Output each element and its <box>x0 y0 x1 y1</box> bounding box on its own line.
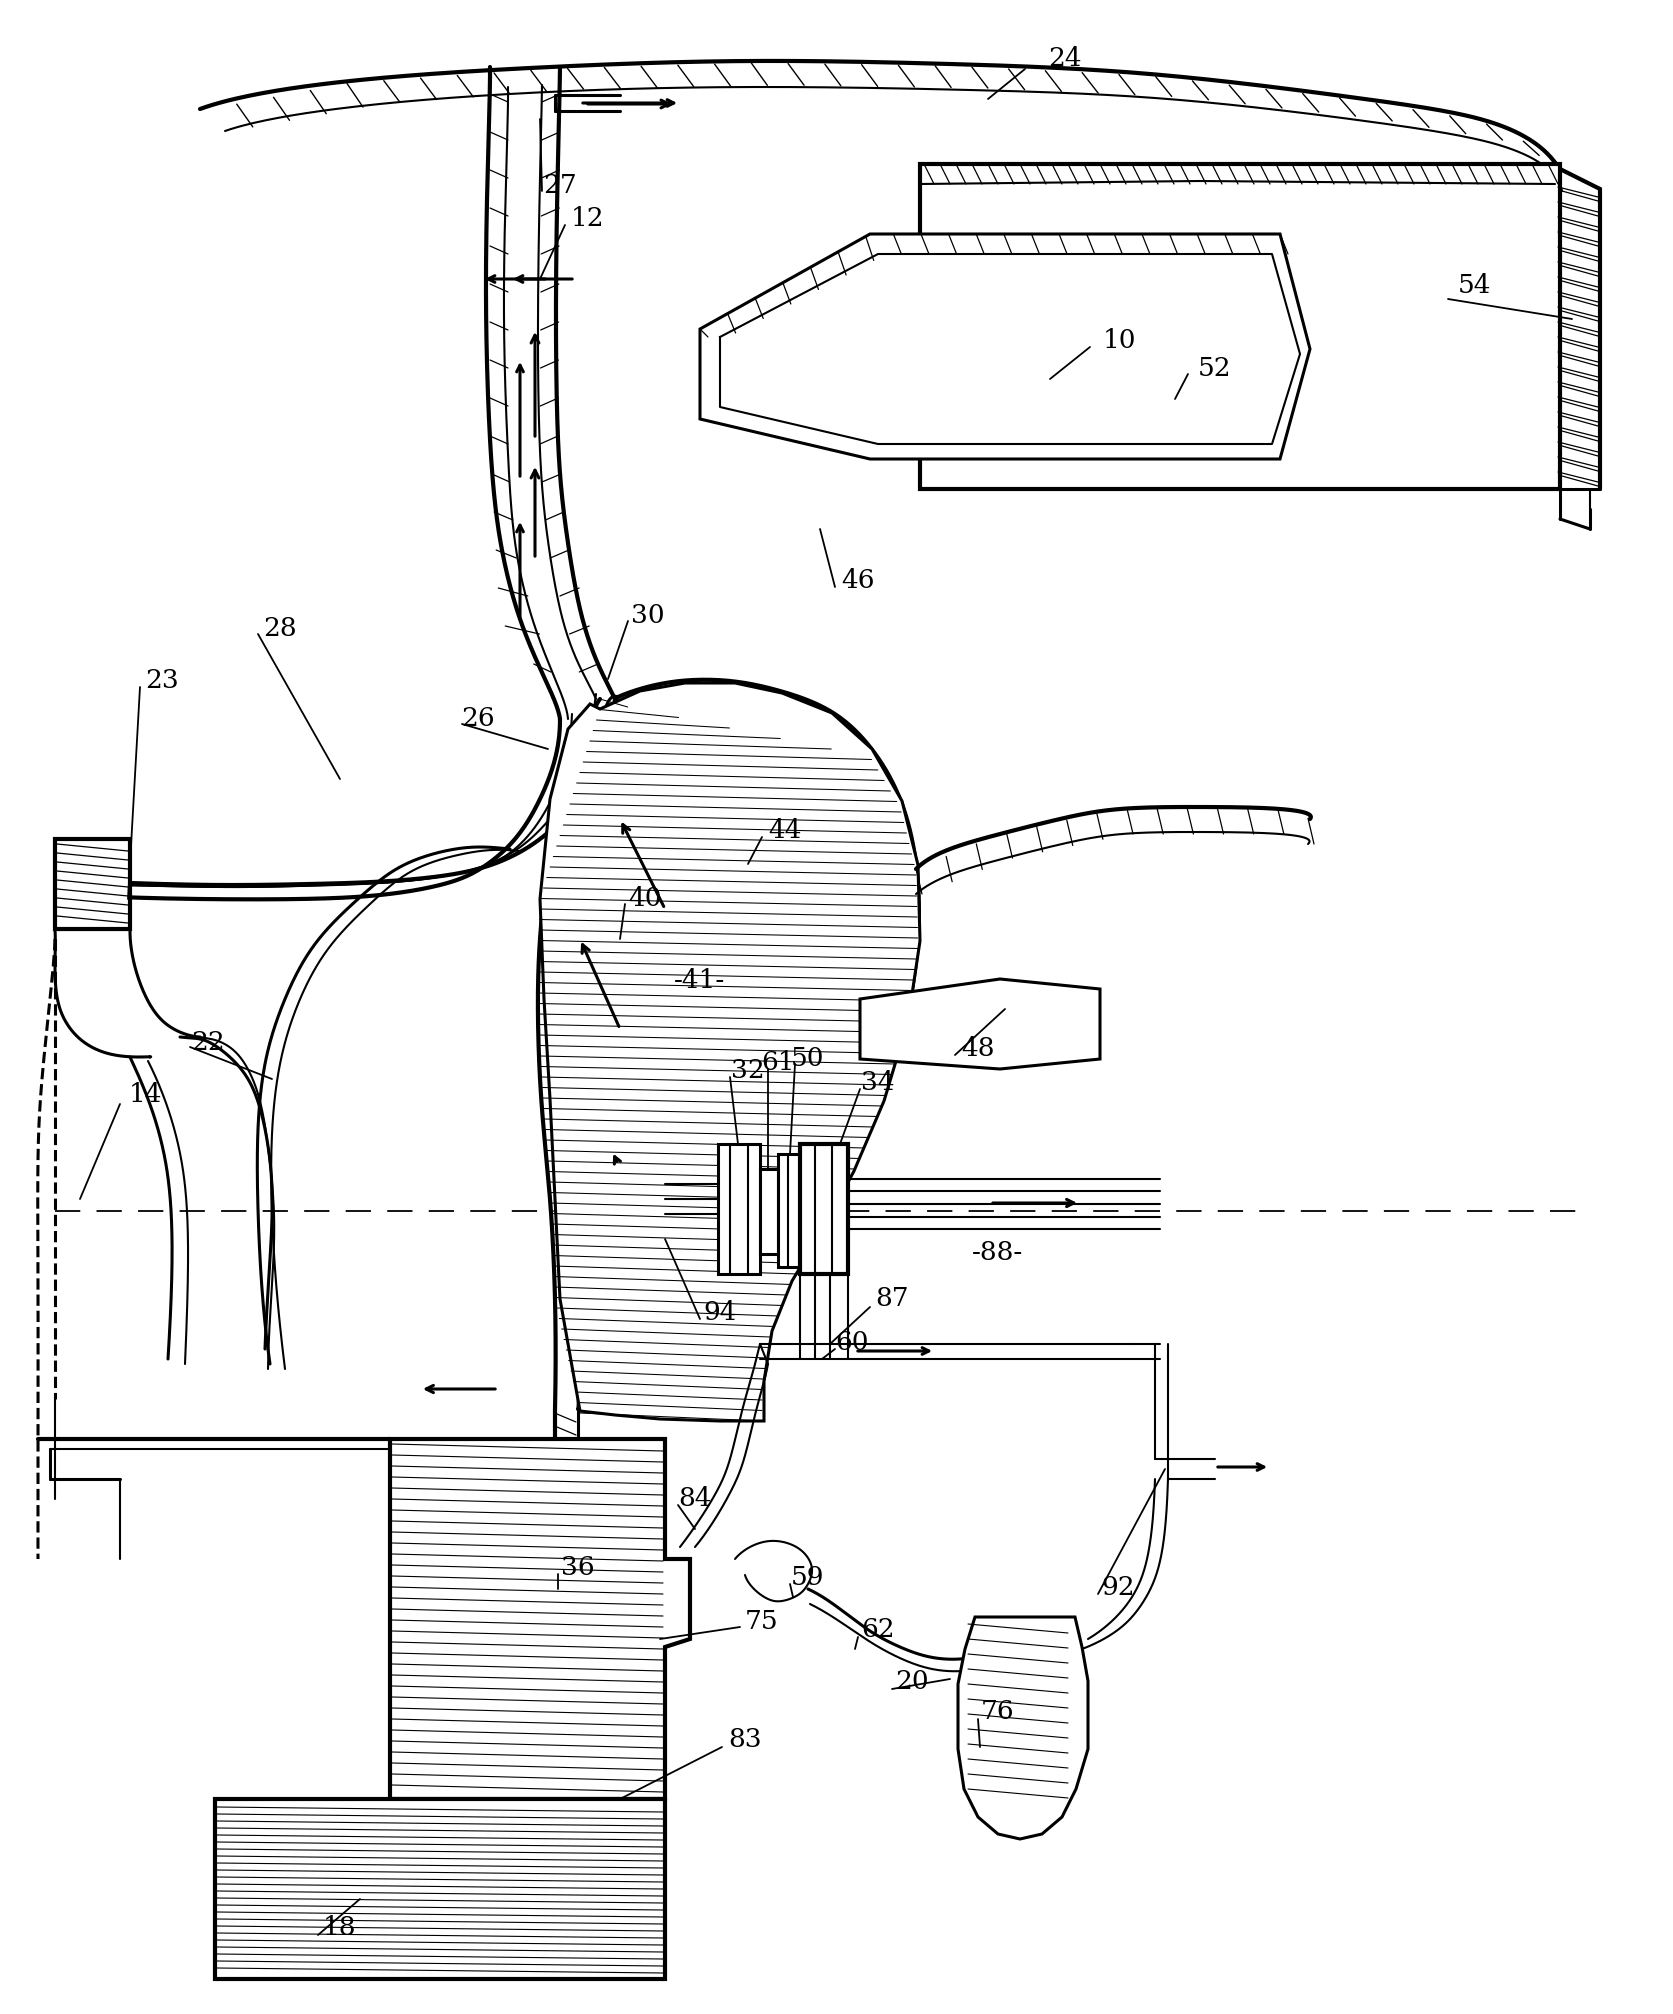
Polygon shape <box>778 1154 800 1267</box>
Text: 62: 62 <box>860 1617 895 1641</box>
Text: 40: 40 <box>627 884 661 910</box>
Polygon shape <box>540 1647 664 1851</box>
Text: 32: 32 <box>731 1057 765 1082</box>
Text: 92: 92 <box>1101 1575 1134 1599</box>
Polygon shape <box>699 236 1310 459</box>
Text: 20: 20 <box>895 1670 929 1694</box>
Text: 52: 52 <box>1198 354 1231 381</box>
Text: 14: 14 <box>129 1082 162 1108</box>
Text: 27: 27 <box>542 173 577 197</box>
Polygon shape <box>520 1547 679 1647</box>
Text: 36: 36 <box>560 1555 594 1579</box>
Text: 75: 75 <box>744 1609 778 1633</box>
Polygon shape <box>390 1440 689 1799</box>
Polygon shape <box>214 1799 664 1980</box>
Text: 22: 22 <box>191 1029 224 1053</box>
Text: 26: 26 <box>462 705 495 731</box>
Text: 50: 50 <box>791 1045 825 1069</box>
Text: 24: 24 <box>1047 46 1081 70</box>
Text: -88-: -88- <box>972 1239 1022 1265</box>
Text: 94: 94 <box>703 1299 736 1323</box>
Text: 12: 12 <box>570 205 604 230</box>
Text: 23: 23 <box>146 667 179 693</box>
Polygon shape <box>920 165 1559 489</box>
Text: 28: 28 <box>263 614 296 640</box>
Text: 48: 48 <box>960 1035 994 1059</box>
Text: 18: 18 <box>323 1915 356 1939</box>
Polygon shape <box>718 1144 760 1275</box>
Text: 83: 83 <box>728 1726 761 1752</box>
Polygon shape <box>760 1170 778 1255</box>
Polygon shape <box>957 1617 1087 1839</box>
Text: 84: 84 <box>678 1484 711 1510</box>
Text: 76: 76 <box>980 1698 1014 1724</box>
Text: 61: 61 <box>761 1049 795 1073</box>
Text: 54: 54 <box>1457 272 1491 298</box>
Polygon shape <box>55 840 130 930</box>
Polygon shape <box>860 979 1099 1069</box>
Text: -41-: -41- <box>674 967 724 993</box>
Text: 87: 87 <box>875 1285 908 1309</box>
Text: 44: 44 <box>768 818 801 842</box>
Text: 34: 34 <box>860 1069 895 1094</box>
Text: 60: 60 <box>835 1329 868 1353</box>
Text: 30: 30 <box>631 602 664 626</box>
Polygon shape <box>540 683 920 1422</box>
Text: 46: 46 <box>842 568 875 592</box>
Text: 10: 10 <box>1103 328 1136 352</box>
Polygon shape <box>800 1144 848 1275</box>
Text: 59: 59 <box>791 1565 825 1589</box>
